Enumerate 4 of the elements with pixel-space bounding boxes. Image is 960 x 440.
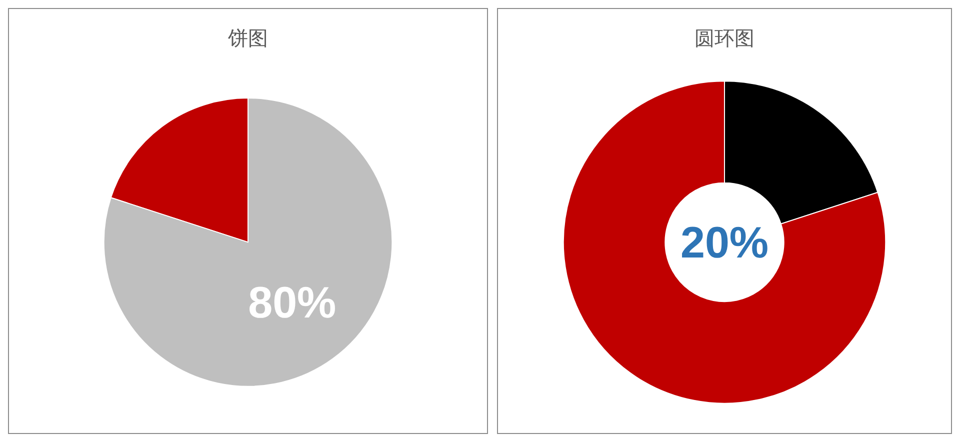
data-label: 80% <box>248 278 336 328</box>
text: 20% <box>680 218 769 268</box>
chart-title: 饼图 <box>227 26 268 50</box>
chart-title: 圆环图 <box>694 26 754 50</box>
